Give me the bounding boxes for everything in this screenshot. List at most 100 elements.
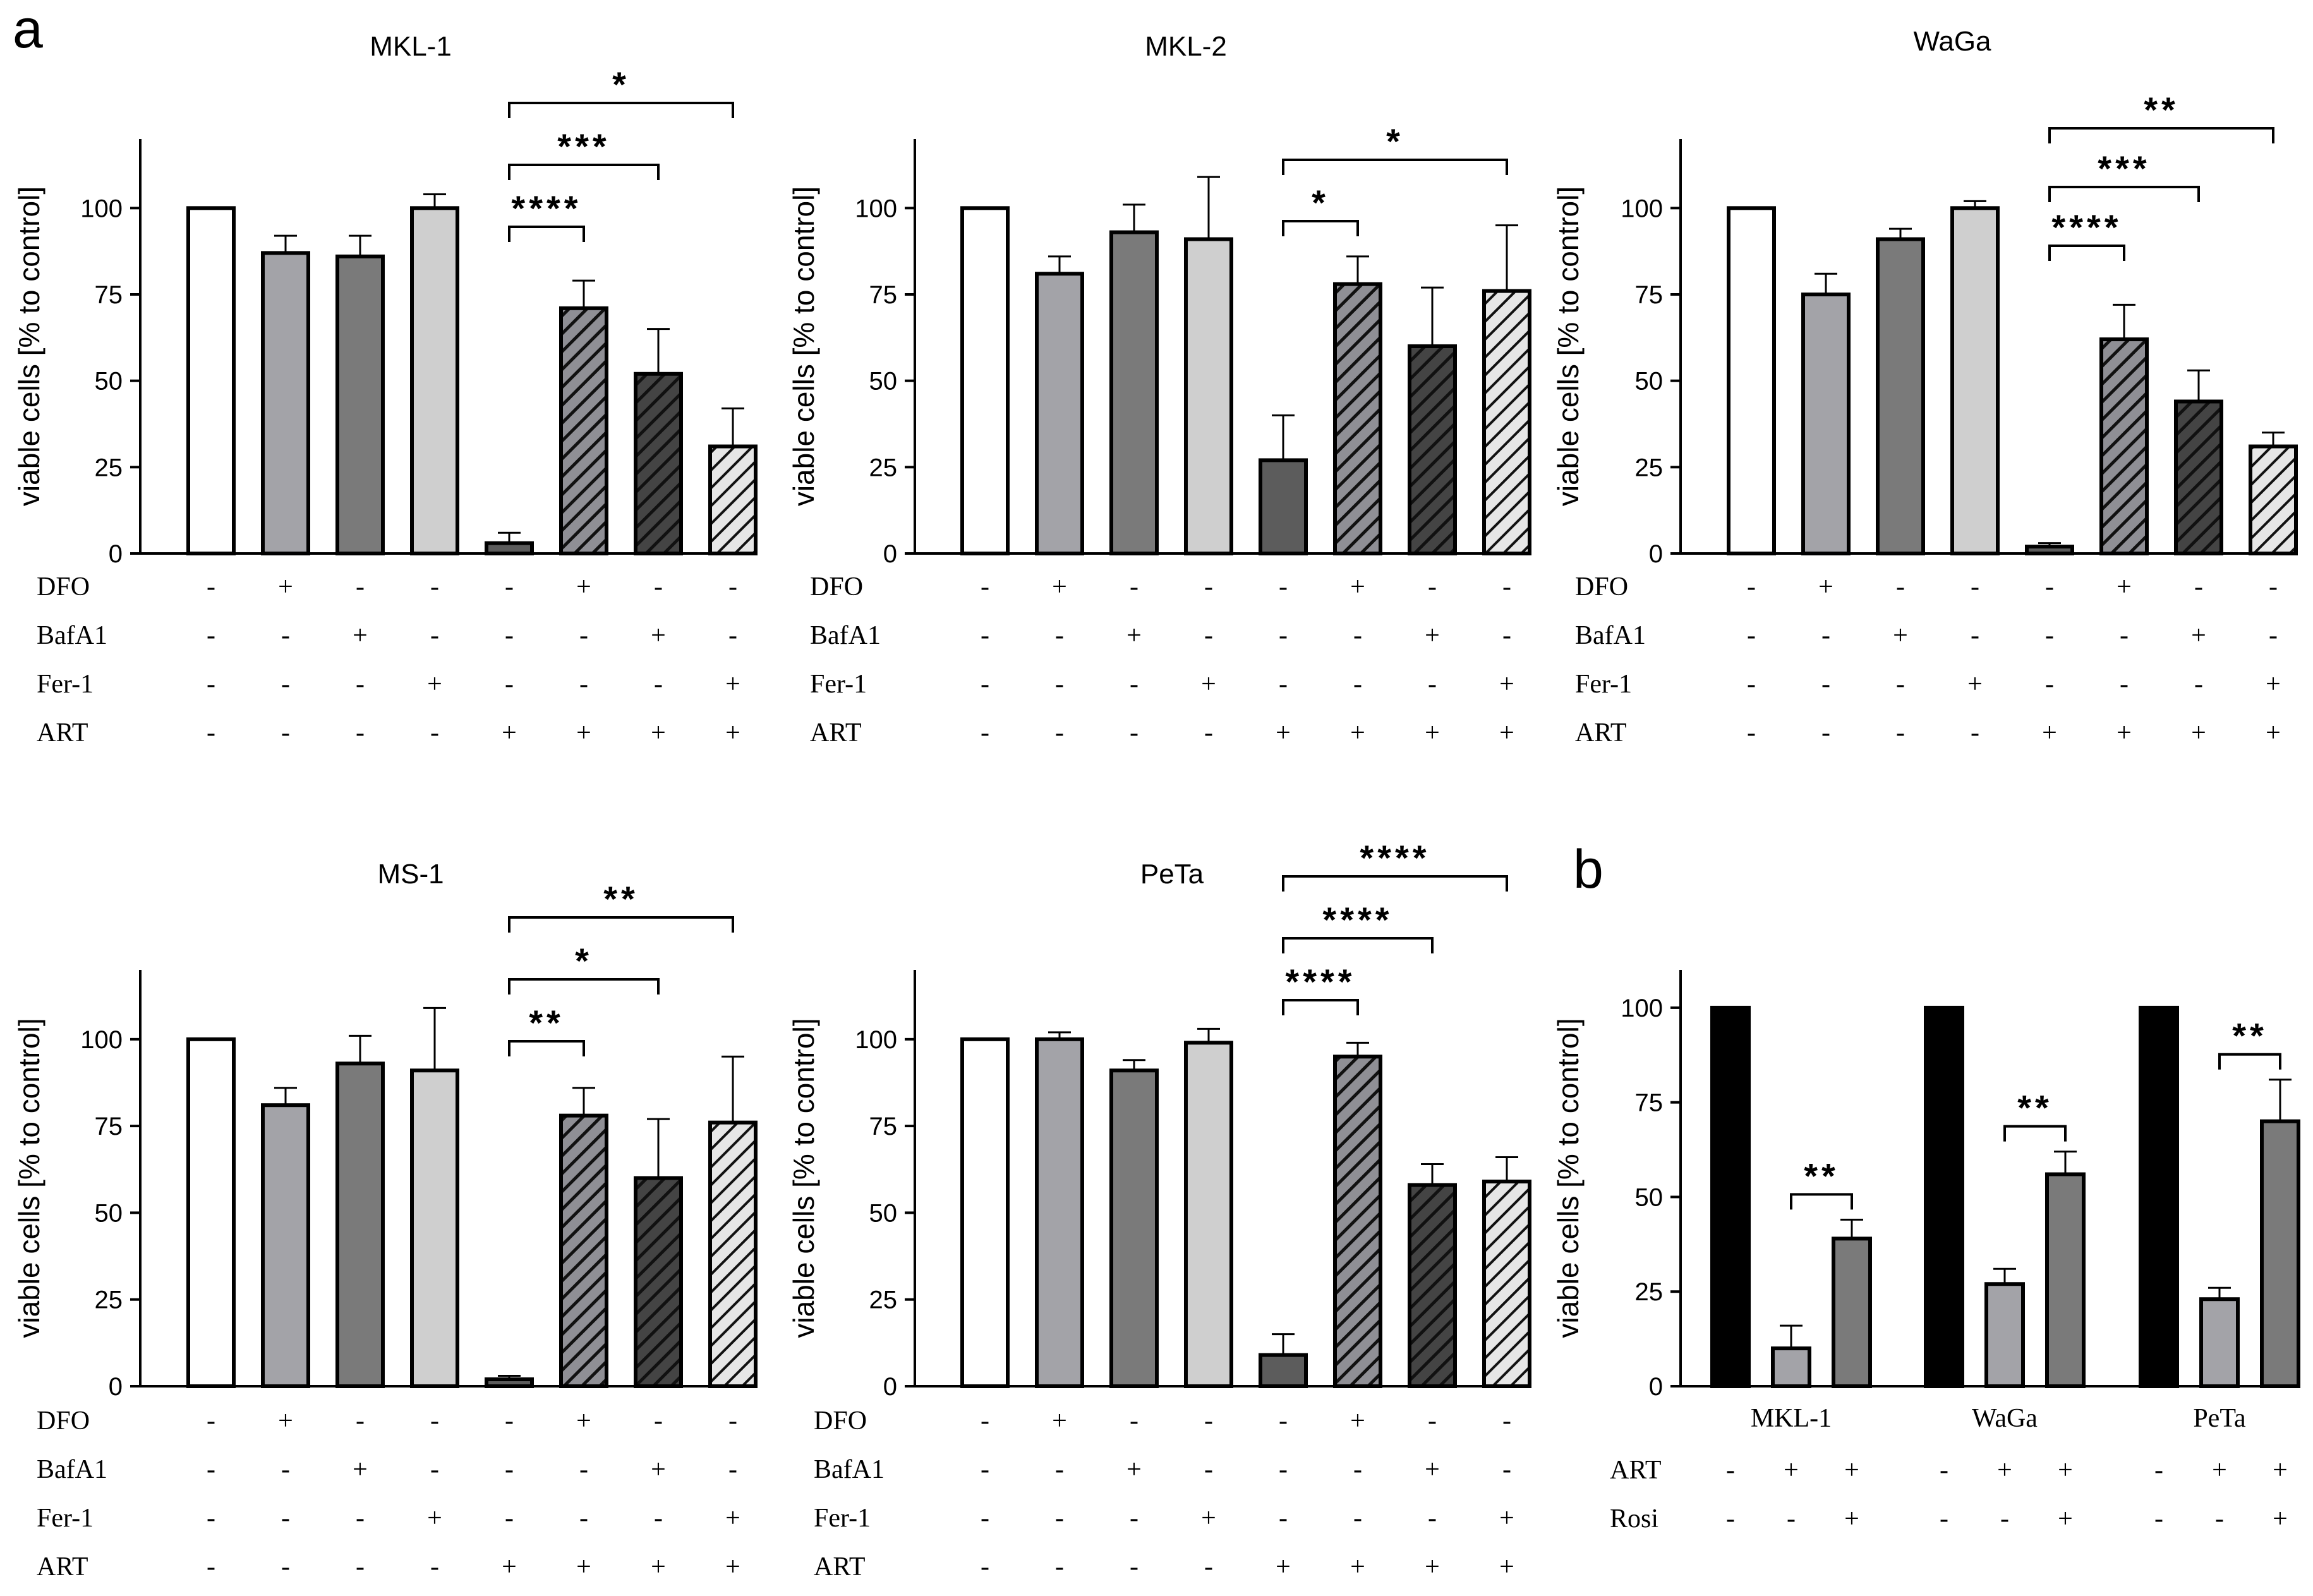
condition-sign: +: [1350, 1552, 1365, 1581]
condition-sign: -: [2045, 621, 2054, 650]
bar: [1259, 458, 1308, 556]
bar: [559, 1113, 608, 1389]
chart-title: PeTa: [1140, 859, 1204, 890]
condition-sign: -: [1896, 718, 1905, 747]
bar: [1727, 206, 1776, 556]
condition-sign: +: [1350, 572, 1365, 602]
bar: [186, 1037, 236, 1389]
condition-sign: +: [1844, 1456, 1859, 1485]
significance-bracket: [508, 226, 585, 242]
condition-sign: +: [1276, 718, 1291, 747]
condition-sign: +: [2042, 718, 2057, 747]
bar: [410, 1068, 459, 1388]
significance-bracket: [2048, 245, 2125, 261]
bar: [708, 1120, 758, 1388]
condition-sign: +: [1126, 1455, 1142, 1484]
chart-peta: 0 25 50 75 100 viable cells [% to control] PeT…: [787, 838, 1531, 1581]
y-axis-label: viable cells [% to control]: [13, 1018, 45, 1338]
significance-bracket: [508, 102, 734, 118]
condition-sign: -: [281, 621, 290, 650]
bar: [2045, 1172, 2086, 1388]
condition-sign: -: [1428, 670, 1437, 699]
group-label: PeTa: [2193, 1404, 2246, 1433]
condition-sign: -: [1502, 572, 1511, 602]
bar: [1184, 1041, 1233, 1388]
condition-sign: -: [2154, 1504, 2163, 1533]
condition-sign: -: [207, 670, 215, 699]
condition-sign: +: [1499, 1504, 1514, 1533]
condition-sign: -: [654, 1504, 663, 1533]
condition-sign: +: [651, 718, 666, 747]
y-tick-label: 25: [869, 1286, 898, 1314]
bar: [1984, 1282, 2025, 1389]
group-label: WaGa: [1972, 1404, 2038, 1433]
significance-bracket: [1282, 937, 1434, 953]
condition-sign: -: [356, 1504, 365, 1533]
bar: [2099, 337, 2149, 555]
bar: [2139, 1005, 2179, 1388]
condition-sign: +: [1425, 1455, 1440, 1484]
condition-sign: +: [1784, 1456, 1799, 1485]
y-tick-label: 0: [109, 540, 123, 568]
condition-label: ART: [37, 718, 88, 747]
condition-label: Fer-1: [814, 1504, 871, 1533]
significance-label: ****: [1360, 838, 1430, 878]
condition-label: BafA1: [1575, 621, 1646, 650]
condition-sign: -: [281, 718, 290, 747]
bar: [559, 306, 608, 555]
condition-sign: -: [1055, 670, 1064, 699]
y-tick-label: 100: [855, 1026, 897, 1054]
significance-label: *: [1386, 121, 1404, 161]
significance-label: ****: [1285, 962, 1355, 1001]
significance-label: **: [529, 1003, 564, 1043]
condition-sign: +: [2058, 1504, 2073, 1533]
condition-sign: -: [356, 1406, 365, 1436]
bar: [1259, 1353, 1308, 1388]
condition-label: DFO: [814, 1406, 867, 1436]
chart-mkl2: 0 25 50 75 100 viable cells [% to control] MKL…: [787, 31, 1531, 747]
condition-sign: -: [981, 1455, 989, 1484]
bar: [1408, 344, 1457, 555]
condition-sign: +: [427, 1504, 442, 1533]
bar: [960, 1037, 1010, 1389]
condition-sign: -: [505, 1406, 514, 1436]
condition-sign: -: [281, 1455, 290, 1484]
chart-title: MKL-2: [1145, 31, 1227, 62]
condition-sign: -: [1353, 670, 1362, 699]
y-tick-label: 100: [1621, 994, 1663, 1022]
condition-sign: -: [1353, 1455, 1362, 1484]
condition-sign: +: [725, 670, 740, 699]
condition-sign: -: [1726, 1456, 1735, 1485]
condition-sign: -: [1279, 572, 1288, 602]
condition-sign: +: [1893, 621, 1908, 650]
condition-sign: -: [1747, 670, 1756, 699]
condition-sign: +: [725, 1552, 740, 1581]
condition-sign: -: [981, 572, 989, 602]
significance-bracket: [2003, 1125, 2067, 1142]
panel-label-a: a: [13, 0, 43, 59]
condition-sign: -: [207, 1504, 215, 1533]
chart-title: WaGa: [1913, 26, 1991, 57]
condition-sign: -: [505, 670, 514, 699]
significance-label: *: [575, 941, 593, 981]
bar: [1482, 1179, 1531, 1389]
condition-sign: -: [2045, 670, 2054, 699]
condition-sign: -: [207, 1406, 215, 1436]
condition-sign: -: [1971, 572, 1979, 602]
y-tick-label: 25: [95, 1286, 123, 1314]
significance-label: *: [612, 64, 630, 104]
y-tick-label: 75: [1635, 1089, 1664, 1117]
y-tick-label: 75: [95, 281, 123, 309]
condition-sign: -: [356, 1552, 365, 1581]
y-tick-label: 25: [1635, 454, 1664, 481]
condition-sign: -: [2120, 670, 2129, 699]
bar: [335, 254, 385, 555]
significance-bracket: [508, 164, 660, 180]
bar: [1771, 1346, 1811, 1388]
condition-label: ART: [1575, 718, 1626, 747]
condition-sign: -: [430, 718, 439, 747]
significance-label: **: [1804, 1156, 1839, 1195]
condition-sign: +: [1350, 1406, 1365, 1436]
condition-sign: -: [430, 1455, 439, 1484]
chart-ms1: 0 25 50 75 100 viable cells [% to control] MS-…: [13, 859, 758, 1581]
